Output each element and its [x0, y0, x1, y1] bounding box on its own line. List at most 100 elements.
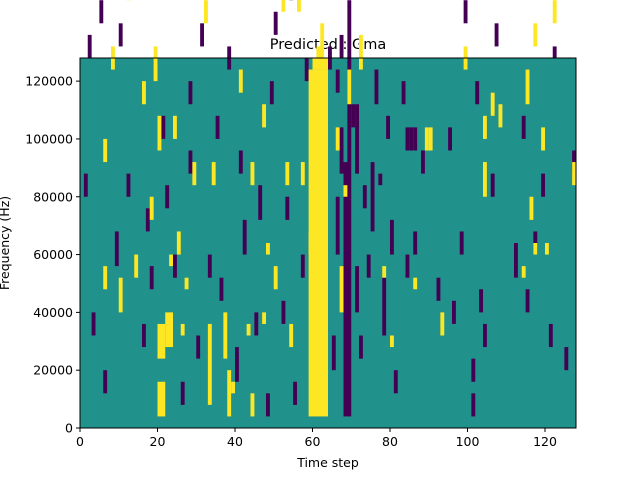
heatmap-cell-low: [463, 0, 468, 24]
heatmap-cell-low: [99, 0, 104, 24]
heatmap-cell-high: [142, 81, 146, 105]
heatmap-cells: [80, 0, 576, 428]
heatmap-cell-high: [498, 104, 503, 128]
heatmap-cell-high: [347, 69, 352, 105]
heatmap-cell-low: [269, 81, 274, 105]
heatmap-cell-high: [262, 104, 266, 128]
heatmap-cell-high: [521, 266, 526, 278]
heatmap-cell-low: [359, 335, 363, 359]
heatmap-cell-high: [316, 46, 325, 58]
x-tick-label: 0: [76, 434, 84, 449]
heatmap-cell-low: [409, 127, 414, 151]
heatmap-cell-high: [308, 231, 313, 255]
x-axis-label: Time step: [296, 455, 359, 470]
y-tick-label: 20000: [33, 363, 73, 378]
heatmap-cell-high: [413, 277, 418, 290]
heatmap-cell-low: [188, 150, 193, 174]
heatmap-cell-high: [428, 127, 433, 151]
heatmap-cell-low: [351, 104, 356, 128]
heatmap-cell-high: [335, 127, 340, 151]
y-tick-label: 80000: [33, 189, 73, 204]
heatmap-cell-high: [390, 335, 394, 348]
y-tick-label: 0: [65, 421, 73, 436]
heatmap-cell-low: [362, 185, 367, 209]
heatmap-cell-low: [413, 127, 418, 151]
x-tick-label: 100: [456, 434, 480, 449]
plot-frame: [79, 57, 577, 429]
heatmap-cell-high: [266, 243, 270, 255]
heatmap-cell-low: [188, 81, 193, 105]
heatmap-cell-low: [548, 323, 553, 348]
heatmap-cell-high: [339, 266, 344, 313]
heatmap-cell-high: [281, 0, 286, 12]
heatmap-cell-high: [483, 162, 487, 197]
heatmap-cell-low: [207, 254, 212, 278]
x-axis: 0 20 40 60 80 100 120: [76, 428, 557, 449]
heatmap-cell-high: [207, 323, 212, 405]
heatmap-cell-low: [266, 393, 270, 417]
heatmap-cell-high: [118, 277, 123, 313]
heatmap-cell-high: [320, 34, 325, 47]
heatmap-cell-low: [459, 231, 464, 255]
heatmap-cell-high: [157, 323, 166, 359]
x-tick-label: 20: [150, 434, 166, 449]
heatmap-cell-high: [312, 58, 328, 70]
heatmap-cell-low: [541, 173, 545, 197]
heatmap-cell-low: [142, 323, 146, 348]
heatmap-cell-low: [103, 370, 108, 394]
heatmap-cell-low: [339, 127, 344, 174]
heatmap-cell-low: [242, 219, 247, 255]
heatmap-cell-high: [103, 266, 108, 290]
heatmap-cell-high: [250, 393, 255, 417]
heatmap-cell-high: [424, 127, 429, 151]
heatmap-cell-high: [300, 162, 305, 186]
heatmap-cell-low: [483, 323, 487, 348]
heatmap-cell-low: [331, 335, 336, 371]
heatmap-cell-high: [103, 138, 108, 163]
heatmap-cell-low: [390, 219, 394, 255]
heatmap-cell-low: [149, 266, 154, 290]
heatmap-cell-low: [521, 115, 526, 139]
heatmap-cell-low: [514, 243, 518, 278]
heatmap-cell-high: [343, 185, 348, 197]
heatmap-cell-low: [448, 127, 452, 151]
heatmap-cell-low: [219, 277, 224, 301]
heatmap-cell-high: [149, 196, 154, 220]
heatmap-cell-low: [83, 173, 88, 197]
heatmap-cell-low: [273, 11, 278, 35]
heatmap-cell-low: [254, 312, 259, 336]
chart-title: Predicted : Gma: [270, 37, 386, 53]
heatmap-cell-high: [483, 115, 487, 139]
heatmap-cell-low: [370, 162, 375, 232]
heatmap-cell-low: [126, 173, 131, 197]
heatmap-cell-low: [552, 46, 557, 58]
heatmap-cell-low: [335, 69, 340, 93]
heatmap-cell-high: [297, 0, 301, 12]
heatmap-cell-low: [386, 115, 390, 139]
heatmap-cell-high: [192, 162, 197, 186]
heatmap-cell-low: [335, 196, 340, 255]
heatmap-cell-low: [436, 277, 441, 301]
x-tick-label: 120: [533, 434, 557, 449]
heatmap-cell-low: [374, 69, 379, 105]
heatmap-cell-high: [541, 127, 545, 151]
heatmap-cell-high: [169, 254, 173, 267]
y-tick-label: 120000: [25, 74, 73, 89]
heatmap-cell-low: [393, 370, 398, 394]
heatmap-cell-low: [258, 185, 263, 220]
heatmap-cell-high: [157, 381, 166, 417]
x-tick-label: 40: [227, 434, 243, 449]
y-axis: 0 20000 40000 60000 80000 100000 120000: [25, 74, 80, 436]
heatmap-cell-low: [405, 127, 410, 151]
heatmap-cell-low: [300, 254, 305, 278]
heatmap-cell-low: [114, 231, 119, 267]
heatmap-cell-low: [413, 231, 418, 255]
heatmap-cell-high: [176, 231, 181, 255]
heatmap-cell-low: [564, 347, 569, 371]
heatmap-cell-high: [382, 266, 387, 278]
heatmap-cell-low: [494, 23, 499, 47]
heatmap-cell-high: [238, 69, 243, 93]
heatmap-cell-low: [293, 381, 297, 405]
heatmap-cell-high: [223, 312, 228, 359]
heatmap-cell-low: [355, 266, 359, 313]
